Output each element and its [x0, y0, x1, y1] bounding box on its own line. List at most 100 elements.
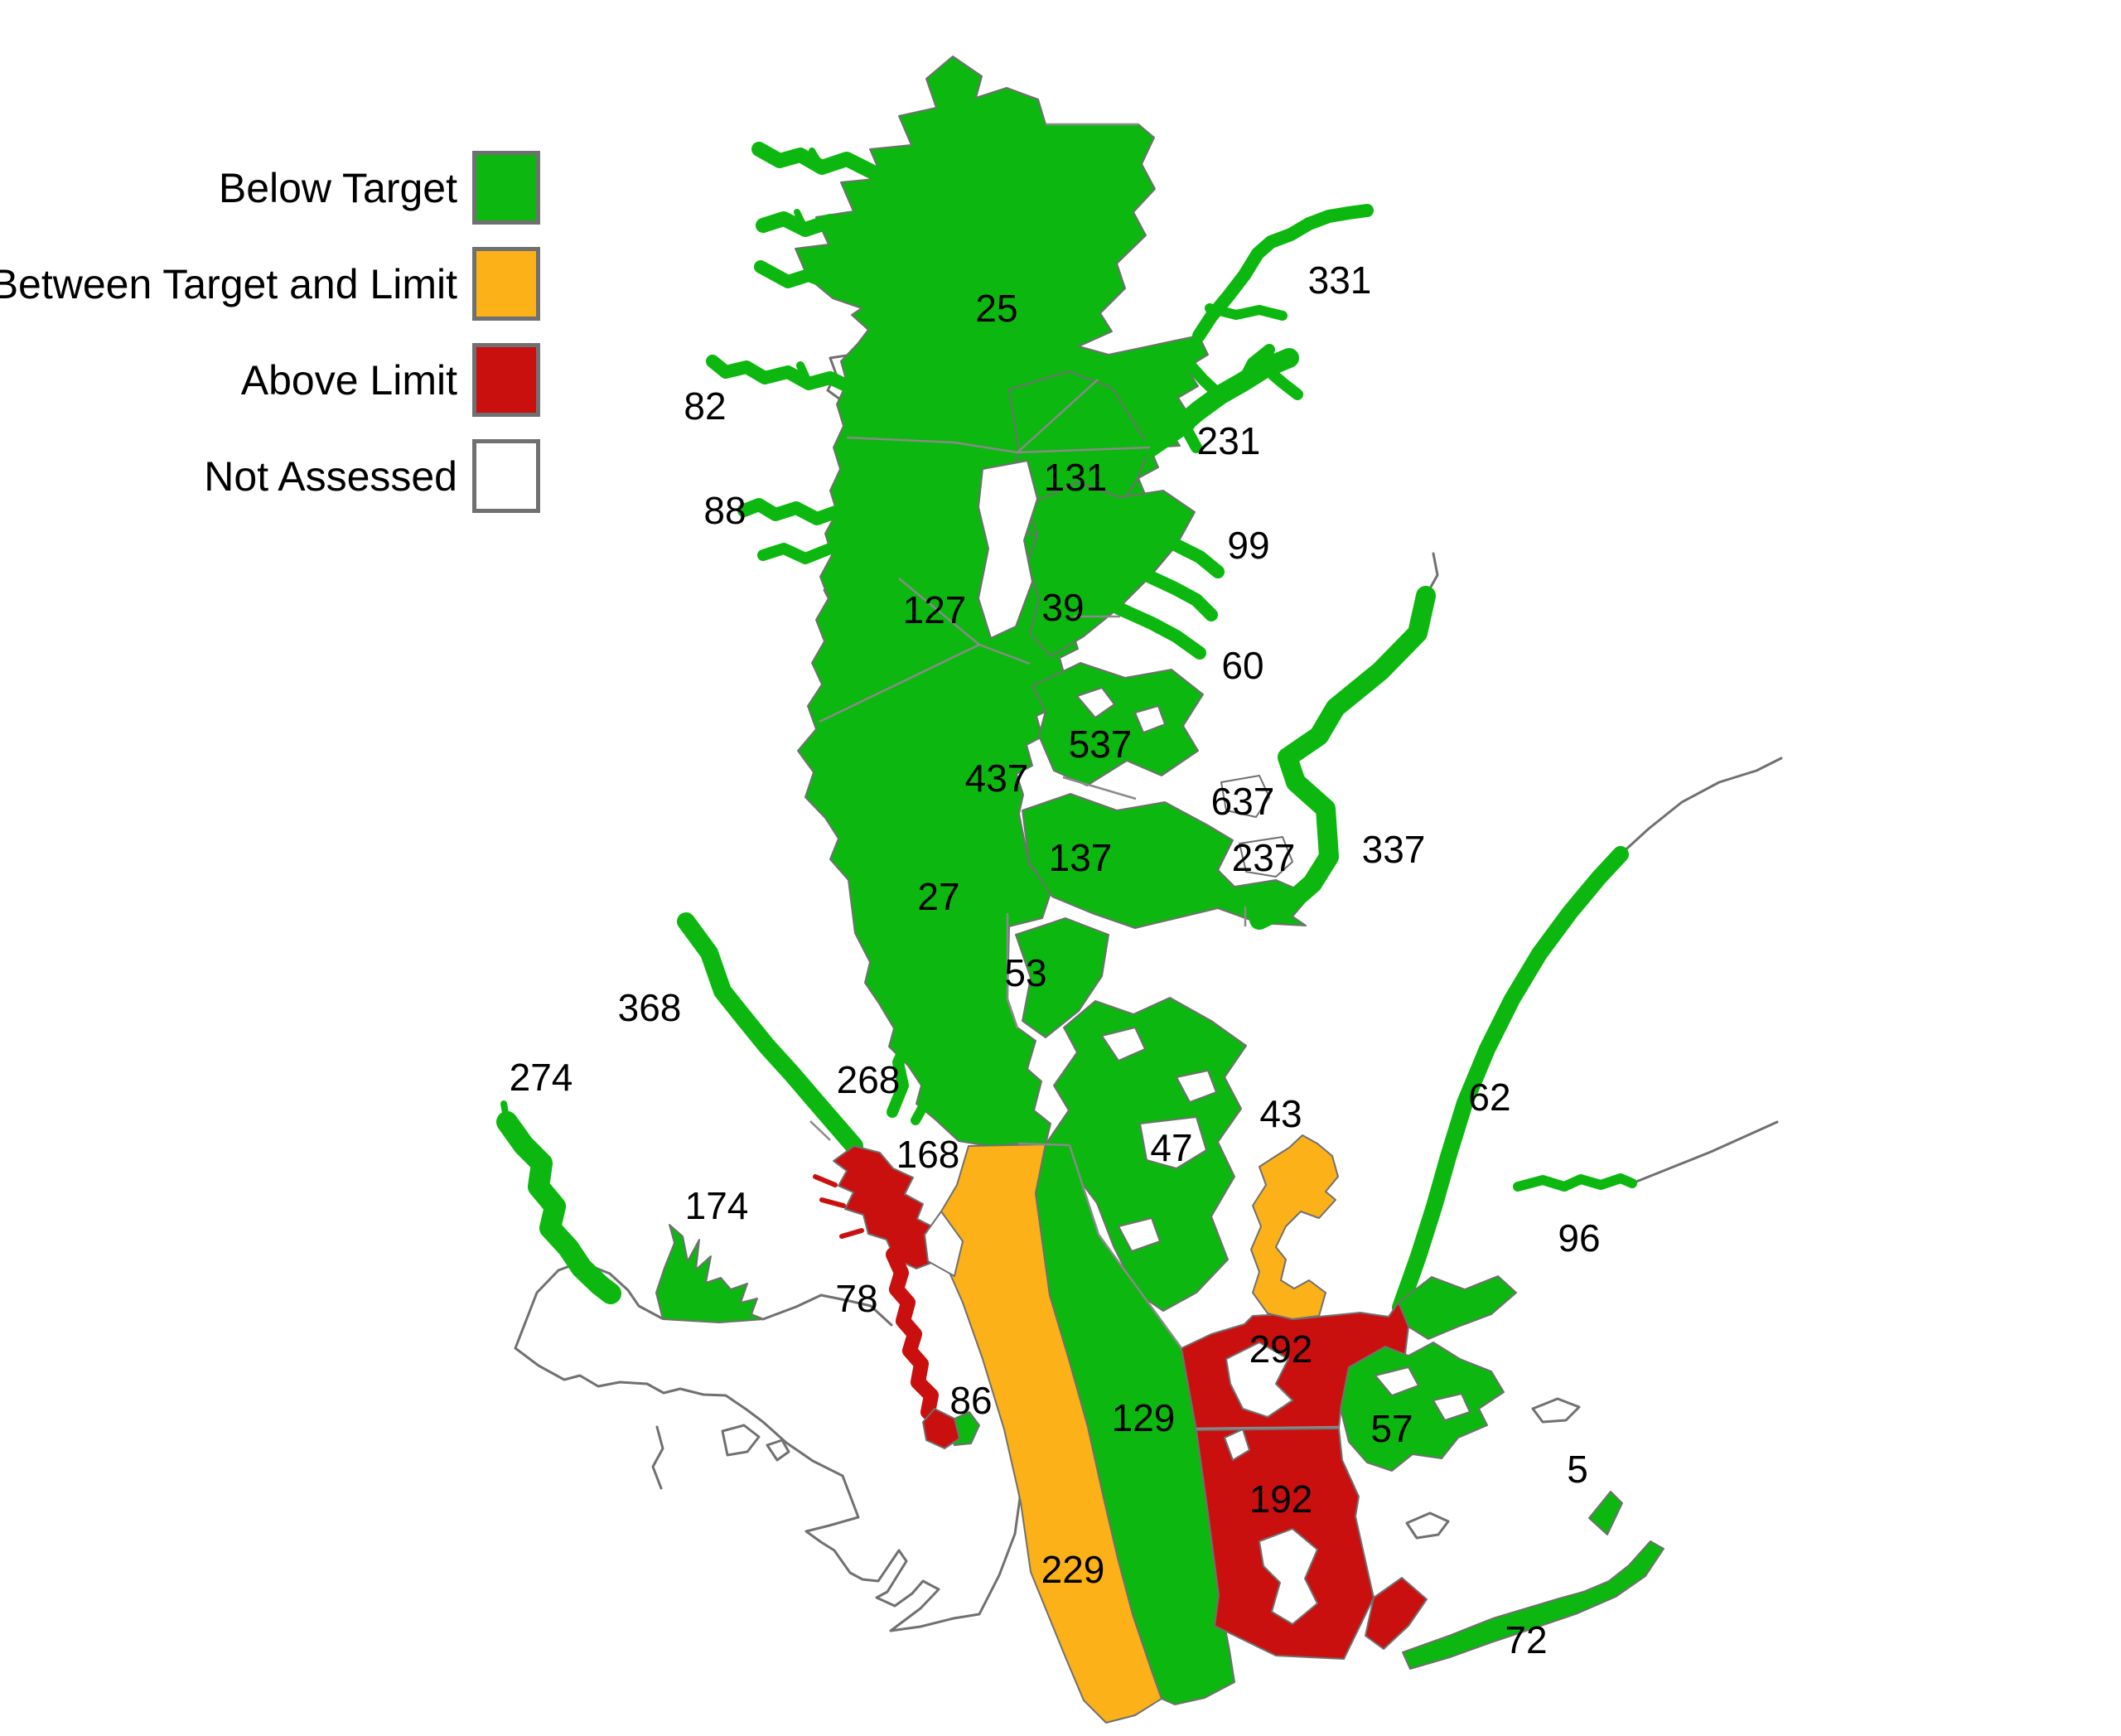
patuxent-side-arm	[728, 999, 750, 1024]
region-value-label: 231	[1197, 419, 1261, 462]
region-value-label: 39	[1041, 586, 1084, 629]
region-value-label: 368	[618, 986, 682, 1029]
region-value-label: 96	[1558, 1216, 1600, 1260]
legend-swatch-between-target-and-limit	[472, 247, 540, 321]
white-cut-537	[1076, 687, 1115, 718]
region-value-label: 237	[1232, 836, 1296, 879]
potomac-south-coastline	[514, 1269, 1022, 1632]
region-value-label: 99	[1227, 524, 1269, 567]
region-value-label: 127	[903, 588, 967, 631]
region-value-label: 129	[1112, 1396, 1176, 1439]
white-cutouts	[924, 460, 1471, 1625]
white-cut-honga-2	[1176, 1070, 1217, 1103]
magothy-river	[737, 498, 847, 525]
white-cut-57-2	[1433, 1393, 1471, 1421]
region-value-label: 274	[510, 1056, 573, 1099]
boundary-25-127	[846, 436, 1018, 454]
segment-boundaries	[809, 123, 1340, 1430]
region-value-label: 62	[1468, 1076, 1510, 1119]
red-168-arm-2	[813, 1174, 838, 1187]
boundary-patuxent	[809, 1120, 831, 1141]
region-value-label: 57	[1370, 1407, 1413, 1450]
legend-item-not-assessed: Not Assessed	[33, 439, 540, 513]
region-value-label: 537	[1069, 723, 1133, 766]
region-value-label: 137	[1049, 836, 1113, 879]
legend-item-label: Between Target and Limit	[0, 260, 457, 307]
region-value-label: 60	[1221, 644, 1263, 687]
region-value-label: 337	[1362, 828, 1426, 871]
white-cut-57	[1375, 1366, 1419, 1396]
boundary-131-chester	[1017, 446, 1151, 454]
potomac-island-outline	[721, 1424, 761, 1457]
bohemia-river	[1205, 303, 1288, 321]
patapsco-river	[706, 355, 862, 396]
gunpowder-river	[756, 211, 871, 241]
boundary-129-honga	[1068, 1144, 1183, 1349]
region-value-label: 268	[837, 1058, 901, 1101]
region-78-red-mouth	[922, 1408, 960, 1449]
kent-island-white	[978, 460, 1038, 639]
region-value-label: 86	[949, 1379, 992, 1422]
region-168-patuxent-mouth-red	[833, 1145, 947, 1269]
region-value-labels: 25 331 82 231 131 88 99 127 39 60 537 437 637 137 237 3…	[510, 259, 1601, 1661]
region-value-label: 331	[1308, 259, 1372, 302]
gunpowder-spike	[809, 147, 825, 171]
chester-river-arm-3	[1259, 362, 1303, 400]
potomac-north-shoreline-2	[761, 1294, 893, 1327]
boundary-537-137	[1062, 776, 1137, 800]
status-regions-south	[813, 1134, 1664, 1724]
choptank-river	[1249, 586, 1436, 930]
chester-river-arm	[1184, 359, 1225, 401]
east-river-96-outline	[1631, 1120, 1779, 1185]
white-pocket-237	[1239, 836, 1293, 878]
patapsco-spur	[796, 361, 813, 388]
patuxent-side-arm-2	[773, 1055, 796, 1078]
red-168-arm-3	[839, 1228, 864, 1239]
region-value-label: 27	[917, 875, 959, 918]
smith-island-white	[1259, 1528, 1318, 1625]
holland-island-white	[1224, 1429, 1250, 1461]
legend-item-below-target: Below Target	[33, 151, 540, 225]
region-value-label: 131	[1044, 456, 1108, 499]
region-57-green	[1340, 1342, 1505, 1472]
region-value-label: 43	[1259, 1092, 1302, 1135]
middle-river-spike	[794, 209, 809, 233]
region-value-label: 229	[1041, 1548, 1105, 1591]
marsh-outline-southeast	[1405, 1511, 1450, 1540]
region-value-label: 82	[684, 384, 726, 428]
boundary-27-53	[1006, 913, 1019, 1029]
region-value-label: 53	[1004, 951, 1046, 994]
wye-river	[1170, 539, 1225, 578]
marsh-outline-5-area	[1531, 1397, 1581, 1424]
legend-item-label: Below Target	[218, 164, 457, 211]
tred-avon-river	[1112, 602, 1206, 660]
legend-swatch-not-assessed	[472, 439, 540, 513]
patuxent-river-upper	[677, 912, 863, 1155]
white-cut-537-2	[1134, 705, 1166, 733]
region-value-label: 437	[965, 757, 1029, 800]
region-43-orange	[1250, 1134, 1339, 1320]
region-value-label: 78	[835, 1277, 877, 1320]
nanticoke-river	[1392, 846, 1629, 1316]
region-value-label: 72	[1505, 1618, 1547, 1661]
region-value-label: 168	[896, 1133, 960, 1176]
region-red-southeast-arm	[1365, 1577, 1428, 1650]
west-rhode-rivers-2	[911, 1072, 933, 1125]
boundary-127-27	[819, 643, 980, 723]
legend: Below Target Between Target and Limit Ab…	[0, 151, 540, 535]
wicomico-river-174	[655, 1224, 765, 1323]
legend-item-between-target-and-limit: Between Target and Limit	[0, 247, 540, 321]
boundary-25-131	[1017, 379, 1099, 453]
green-bit-northeast	[1588, 1491, 1623, 1535]
boundary-127-junction-e	[978, 643, 1031, 665]
region-value-label: 47	[1150, 1126, 1192, 1169]
west-rhode-rivers	[887, 1035, 914, 1118]
white-cut-honga	[1101, 1027, 1146, 1061]
boundary-292-192	[1196, 1425, 1340, 1430]
region-value-label: 5	[1567, 1448, 1588, 1491]
bloodsworth-island-white	[1225, 1342, 1293, 1418]
boundary-127-junction-nw	[898, 578, 980, 646]
nanticoke-upper-river-outline	[1619, 757, 1783, 856]
